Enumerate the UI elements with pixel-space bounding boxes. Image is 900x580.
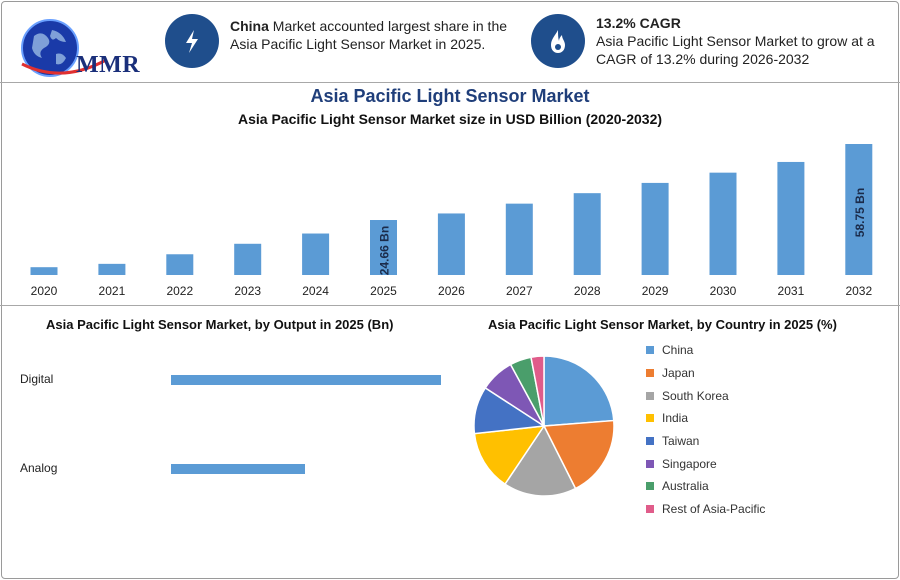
pie-slice-rest-of-asia-pacific	[530, 355, 545, 427]
x-tick-label: 2020	[31, 284, 58, 298]
bar-2027	[505, 203, 533, 275]
bar-2024	[302, 233, 330, 275]
legend-item: Rest of Asia-Pacific	[646, 498, 765, 521]
highlight-cagr-text: Asia Pacific Light Sensor Market to grow…	[596, 33, 875, 67]
chart-subtitle: Asia Pacific Light Sensor Market size in…	[237, 111, 663, 127]
market-size-bar-chart: 2020 2021 2022 2023 2024 2025 24.66 Bn 2026 2027…	[30, 144, 873, 298]
bar-2022	[166, 254, 194, 275]
x-tick-label: 2022	[166, 284, 193, 298]
legend-label: Singapore	[662, 456, 717, 471]
legend-item: Singapore	[646, 452, 765, 475]
bar-2028	[573, 193, 601, 275]
bar-2029	[641, 182, 669, 275]
legend-item: Australia	[646, 475, 765, 498]
legend-swatch	[646, 459, 654, 468]
flame-icon	[531, 14, 585, 68]
header-divider	[0, 82, 900, 83]
highlight-cagr: 13.2% CAGR Asia Pacific Light Sensor Mar…	[596, 14, 881, 68]
x-tick-label: 2029	[642, 284, 669, 298]
bar-2026	[437, 213, 465, 275]
legend-item: India	[646, 407, 765, 430]
x-tick-label: 2028	[574, 284, 601, 298]
x-tick-label: 2024	[302, 284, 329, 298]
pie-slice-japan	[542, 419, 615, 490]
mmr-logo: MMR	[16, 14, 140, 80]
x-tick-label: 2027	[506, 284, 533, 298]
section-divider	[0, 305, 900, 306]
legend-swatch	[646, 505, 654, 514]
x-tick-label: 2032	[845, 284, 872, 298]
highlight-china-bold: China	[230, 18, 269, 34]
bar-2020	[30, 267, 58, 275]
pie-slice-india	[473, 425, 546, 486]
legend-label: Taiwan	[662, 434, 700, 449]
bar-2031	[777, 161, 805, 275]
highlight-cagr-bold: 13.2% CAGR	[596, 15, 681, 31]
output-bar-analog	[171, 464, 306, 474]
x-tick-label: 2030	[710, 284, 737, 298]
legend-label: Rest of Asia-Pacific	[662, 502, 766, 517]
legend-swatch	[646, 369, 654, 378]
output-label-analog: Analog	[20, 461, 58, 475]
pie-slice-china	[543, 355, 615, 427]
data-label: 58.75 Bn	[853, 188, 867, 237]
legend-swatch	[646, 437, 654, 446]
output-chart-title: Asia Pacific Light Sensor Market, by Out…	[46, 317, 394, 332]
legend-swatch	[646, 414, 654, 423]
pie-slice-south-korea	[503, 424, 577, 497]
legend-label: China	[662, 343, 694, 358]
x-tick-label: 2021	[99, 284, 126, 298]
data-label: 24.66 Bn	[378, 226, 392, 275]
legend-item: Taiwan	[646, 430, 765, 453]
bar-2021	[98, 263, 126, 275]
bar-2025	[370, 220, 397, 275]
bar-2030	[709, 172, 737, 275]
output-bar-digital	[171, 375, 441, 385]
x-tick-label: 2023	[234, 284, 261, 298]
bar-2032	[845, 144, 873, 275]
country-pie-chart	[473, 355, 615, 497]
highlight-china-text: Market accounted largest share in the As…	[230, 18, 508, 52]
legend-label: Japan	[662, 366, 695, 381]
legend-item: South Korea	[646, 384, 765, 407]
pie-legend: China Japan South Korea India Taiwan Singapor…	[646, 339, 765, 521]
legend-item: China	[646, 339, 765, 362]
legend-label: South Korea	[662, 388, 729, 403]
output-label-digital: Digital	[20, 372, 54, 386]
x-tick-label: 2026	[438, 284, 465, 298]
legend-item: Japan	[646, 362, 765, 385]
globe-icon	[21, 19, 107, 77]
country-chart-title: Asia Pacific Light Sensor Market, by Cou…	[488, 317, 837, 332]
legend-swatch	[646, 482, 654, 491]
legend-label: India	[662, 411, 689, 426]
x-tick-label: 2031	[778, 284, 805, 298]
logo-text: MMR	[76, 52, 141, 78]
lightning-bolt-icon	[165, 14, 219, 68]
chart-title: Asia Pacific Light Sensor Market	[310, 86, 590, 106]
legend-swatch	[646, 391, 654, 400]
legend-swatch	[646, 346, 654, 355]
bar-2023	[234, 243, 262, 275]
highlight-china: China Market accounted largest share in …	[230, 17, 515, 53]
legend-label: Australia	[662, 479, 709, 494]
x-tick-label: 2025	[370, 284, 397, 298]
